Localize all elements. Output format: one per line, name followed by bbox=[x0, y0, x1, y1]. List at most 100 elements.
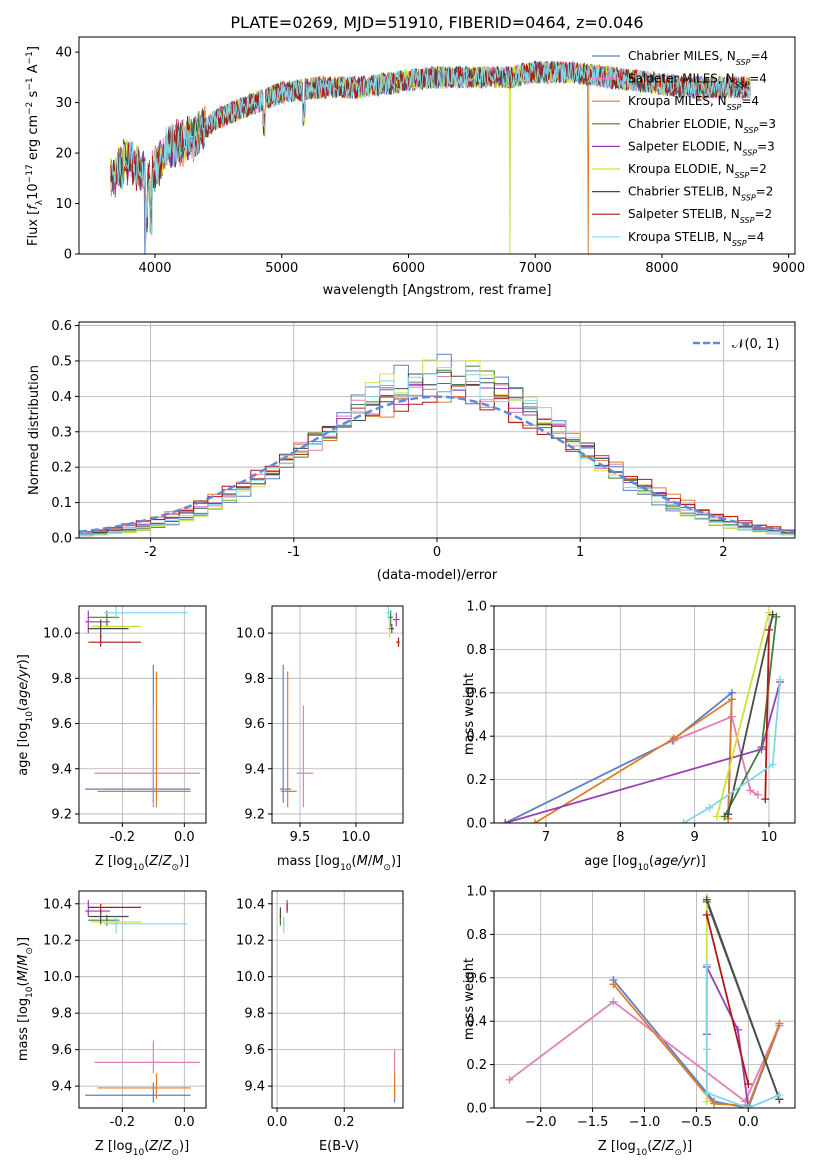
series-marker-kroupa-miles bbox=[609, 980, 618, 989]
y-tick-label: 1.0 bbox=[466, 885, 487, 900]
series-line-chabrier-miles bbox=[504, 690, 733, 823]
x-axis-label-part: ( bbox=[649, 854, 654, 869]
legend-ssp-count: =4 bbox=[747, 230, 765, 244]
x-axis-label-part: )] bbox=[696, 854, 706, 869]
legend-label-salpeter-elodie: Salpeter ELODIE, NSSP=3 bbox=[628, 139, 775, 157]
y-tick-label: 10.2 bbox=[43, 934, 72, 949]
y-axis-label-part: λ bbox=[35, 199, 45, 205]
legend-ssp-sub: SSP bbox=[727, 103, 742, 112]
series-marker-kroupa-stelib bbox=[744, 1104, 753, 1108]
y-axis-label-part: ⊙ bbox=[25, 947, 35, 955]
y-axis-label-part: 10 bbox=[25, 711, 35, 723]
plot-area bbox=[110, 60, 751, 254]
series-marker-salpeter-miles bbox=[753, 790, 762, 799]
x-tick-label: 9000 bbox=[772, 261, 805, 276]
x-axis-label: mass [log10(M/M⊙)] bbox=[277, 854, 401, 873]
y-axis-label-part: 10 bbox=[25, 986, 35, 998]
legend-ssp-count: =4 bbox=[749, 72, 767, 86]
legend-ssp-sub: SSP bbox=[735, 171, 750, 180]
x-axis-label-part: mass [log bbox=[277, 854, 340, 869]
plot-area bbox=[279, 900, 396, 1103]
x-axis-label-part: Z bbox=[162, 1139, 173, 1154]
x-axis-label-part: ⊙ bbox=[171, 863, 179, 873]
x-axis-label-part: 10 bbox=[636, 1148, 648, 1158]
plot-area bbox=[501, 608, 785, 823]
series-marker-kroupa-stelib bbox=[702, 1045, 711, 1054]
y-tick-label: 0.2 bbox=[51, 461, 72, 476]
y-axis-label-part: Flux [ bbox=[26, 210, 41, 246]
y-tick-label: 20 bbox=[55, 147, 72, 162]
legend-label-kroupa-elodie: Kroupa ELODIE, NSSP=2 bbox=[628, 162, 767, 180]
legend-ssp-sub: SSP bbox=[736, 58, 751, 67]
x-axis-label: Z [log10(Z/Z⊙)] bbox=[598, 1139, 692, 1158]
y-axis-label: mass [log10(M/M⊙)] bbox=[16, 937, 35, 1061]
series-marker-kroupa-stelib bbox=[775, 1090, 784, 1099]
x-tick-label: -2 bbox=[144, 545, 157, 560]
legend-ssp-count: =3 bbox=[757, 139, 775, 153]
x-axis-label: age [log10(age/yr)] bbox=[584, 854, 706, 873]
x-axis-label-part: 10 bbox=[133, 1148, 145, 1158]
x-axis-label-part: )] bbox=[179, 854, 189, 869]
axes-frame bbox=[493, 605, 796, 824]
y-tick-label: 0.0 bbox=[466, 1102, 487, 1117]
legend-ssp-sub: SSP bbox=[744, 125, 759, 134]
x-axis-label-part: )] bbox=[682, 1139, 692, 1154]
gaussian-reference-line bbox=[79, 395, 795, 534]
x-tick-label: 2 bbox=[719, 545, 727, 560]
series-line-kroupa-miles bbox=[534, 697, 733, 823]
x-axis-label: wavelength [Angstrom, rest frame] bbox=[323, 283, 552, 298]
x-axis-label: Z [log10(Z/Z⊙)] bbox=[95, 1139, 189, 1158]
series-marker-kroupa-stelib bbox=[702, 960, 711, 969]
x-axis-label-part: Z [log bbox=[95, 1139, 133, 1154]
plot-area bbox=[79, 353, 795, 537]
legend-model-name: Salpeter STELIB, N bbox=[628, 207, 740, 221]
x-axis-label-part: Z [log bbox=[95, 854, 133, 869]
panel-residuals: -2 -1 0 1 2 0.0 0.1 0.2 0.3 0.4 0.5 0.6 𝒩(0, 1) (data… bbox=[27, 319, 796, 583]
x-axis-label: Z [log10(Z/Z⊙)] bbox=[95, 854, 189, 873]
y-axis-label-part: mass [log bbox=[16, 998, 31, 1061]
x-axis-label-part: / bbox=[368, 854, 373, 869]
legend-ssp-count: =2 bbox=[754, 207, 772, 221]
y-axis-label: mass weight bbox=[462, 673, 477, 755]
x-axis-label-part: ( bbox=[144, 1139, 149, 1154]
series-line-salpeter-stelib bbox=[764, 629, 770, 800]
y-tick-label: 9.2 bbox=[244, 807, 265, 822]
axes-frame bbox=[78, 36, 796, 255]
x-tick-label: 10.0 bbox=[341, 830, 370, 845]
y-tick-label: 0.2 bbox=[466, 1058, 487, 1073]
y-tick-label: 0.2 bbox=[466, 773, 487, 788]
x-axis-label-part: ( bbox=[352, 854, 357, 869]
y-axis-label-part: M bbox=[16, 970, 31, 981]
legend-model-name: Chabrier STELIB, N bbox=[628, 185, 741, 199]
legend-label-chabrier-stelib: Chabrier STELIB, NSSP=2 bbox=[628, 185, 773, 203]
y-axis-label: mass weight bbox=[462, 958, 477, 1040]
plot-area bbox=[85, 606, 200, 808]
x-axis-label-part: M bbox=[357, 854, 368, 869]
panel-mw_vs_Z: −2.0 −1.5 −1.0 −0.5 0.0 0.0 0.2 0.4 0.6 0.8 1.0 Z [… bbox=[462, 885, 796, 1158]
y-tick-label: 9.4 bbox=[244, 762, 265, 777]
x-axis-label-part: ( bbox=[647, 1139, 652, 1154]
y-axis-label-part: −17 bbox=[25, 164, 35, 183]
y-tick-label: 9.2 bbox=[51, 807, 72, 822]
y-axis-label: Flux [fλ10−17 erg cm−2 s−1 A−1] bbox=[25, 46, 45, 246]
x-tick-label: −1.5 bbox=[577, 1115, 609, 1130]
y-axis-label-part: −1 bbox=[25, 51, 35, 64]
x-axis-label-part: age [log bbox=[584, 854, 637, 869]
series-line-kroupa-elodie bbox=[716, 612, 770, 817]
y-tick-label: 0.3 bbox=[51, 425, 72, 440]
y-tick-label: 9.6 bbox=[51, 1043, 72, 1058]
x-tick-label: -1 bbox=[287, 545, 300, 560]
x-axis-label-part: age/yr bbox=[654, 854, 697, 869]
y-axis-label-part: erg cm bbox=[26, 115, 41, 164]
y-axis-label: Normed distribution bbox=[27, 365, 42, 495]
y-tick-label: 10.0 bbox=[236, 970, 265, 985]
y-axis-label-part: s bbox=[26, 90, 41, 101]
panel-age_vs_Z: -0.2 0.09.29.49.69.810.0Z [log10(Z/Z⊙)]ag… bbox=[16, 605, 207, 873]
y-tick-label: 0.6 bbox=[466, 971, 487, 986]
y-tick-label: 40 bbox=[55, 46, 72, 61]
x-tick-label: -0.2 bbox=[110, 830, 135, 845]
x-tick-label: −2.0 bbox=[525, 1115, 557, 1130]
x-tick-label: 1 bbox=[576, 545, 584, 560]
legend-model-name: Kroupa MILES, N bbox=[628, 94, 727, 108]
